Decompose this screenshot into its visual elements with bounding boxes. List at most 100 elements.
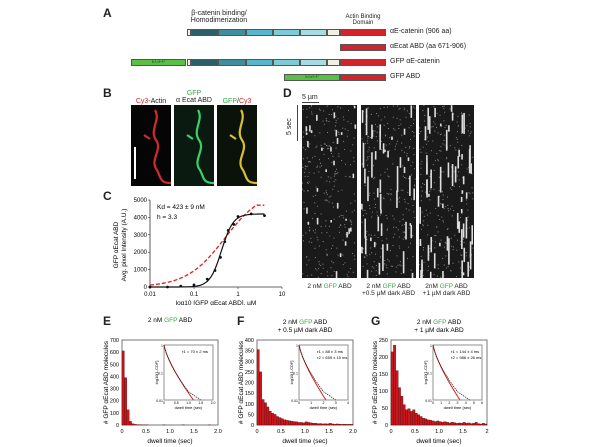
domain-seg3	[246, 59, 273, 66]
noise-dot	[443, 221, 445, 223]
noise-dot	[434, 130, 436, 132]
noise-dot	[420, 200, 422, 202]
noise-dot	[320, 273, 322, 275]
noise-dot	[408, 113, 410, 115]
noise-dot	[435, 207, 437, 209]
noise-dot	[411, 130, 413, 132]
caption-abd: ABD	[336, 283, 352, 290]
noise-dot	[449, 108, 451, 110]
noise-dot	[420, 255, 422, 257]
panel-label-c: C	[103, 189, 112, 203]
noise-dot	[374, 130, 376, 132]
binding-event-streak	[335, 129, 338, 137]
y-tick-label: 2000	[134, 250, 148, 256]
b-header-1: Cy3-Actin	[131, 98, 171, 105]
noise-dot	[414, 107, 416, 109]
noise-dot	[452, 262, 454, 264]
noise-dot	[428, 251, 430, 253]
noise-dot	[440, 203, 442, 205]
noise-dot	[380, 119, 382, 121]
noise-dot	[463, 241, 465, 243]
noise-dot	[424, 139, 426, 141]
inset-x-tick: 1.5	[198, 401, 203, 405]
y-tick-label: 600	[110, 350, 119, 356]
noise-dot	[445, 242, 447, 244]
noise-dot	[427, 269, 429, 271]
noise-dot	[457, 115, 459, 117]
noise-dot	[437, 231, 439, 233]
noise-dot	[362, 214, 364, 216]
binding-event-streak	[353, 105, 356, 109]
noise-dot	[455, 149, 457, 151]
noise-dot	[302, 166, 304, 168]
noise-dot	[320, 162, 322, 164]
panel-label-e: E	[103, 314, 112, 328]
noise-dot	[466, 168, 468, 170]
noise-dot	[402, 231, 404, 233]
noise-dot	[367, 135, 369, 137]
noise-dot	[350, 221, 352, 223]
binding-event-streak	[409, 223, 412, 226]
noise-dot	[406, 257, 408, 259]
noise-dot	[306, 165, 308, 167]
noise-dot	[399, 197, 401, 199]
noise-dot	[398, 125, 400, 127]
noise-dot	[344, 262, 346, 264]
noise-dot	[327, 145, 329, 147]
title-part: GFP	[299, 319, 312, 326]
binding-event-streak	[451, 112, 454, 121]
noise-dot	[326, 255, 328, 257]
kymograph-caption: 2 nM GFP ABD	[298, 283, 361, 290]
noise-dot	[326, 105, 328, 107]
noise-dot	[324, 199, 326, 201]
scale-bar-label: 5 µm	[302, 94, 318, 101]
noise-dot	[419, 264, 421, 266]
binding-event-streak	[462, 223, 465, 238]
noise-dot	[433, 188, 435, 190]
noise-dot	[366, 238, 368, 240]
noise-dot	[370, 234, 372, 236]
noise-dot	[405, 208, 407, 210]
binding-event-streak	[378, 262, 381, 275]
noise-dot	[444, 144, 446, 146]
noise-dot	[405, 177, 407, 179]
domain-abd	[340, 44, 386, 51]
noise-dot	[423, 183, 425, 185]
binding-event-streak	[446, 145, 448, 150]
noise-dot	[376, 131, 378, 133]
noise-dot	[392, 215, 394, 217]
noise-dot	[338, 155, 340, 157]
noise-dot	[437, 160, 439, 162]
noise-dot	[376, 140, 378, 142]
binding-event-streak	[471, 225, 474, 245]
noise-dot	[342, 116, 344, 118]
noise-dot	[373, 147, 375, 149]
inset-x-tick: 2	[323, 401, 325, 405]
noise-dot	[379, 108, 381, 110]
noise-dot	[451, 189, 453, 191]
noise-dot	[425, 143, 427, 145]
gfp-abd-image	[174, 105, 215, 186]
noise-dot	[443, 208, 445, 210]
x-axis-label: log10 [GFP αEcat ABD], µM	[176, 300, 257, 305]
noise-dot	[442, 220, 444, 222]
domain-seg4	[273, 59, 300, 66]
binding-event-streak	[465, 217, 468, 239]
noise-dot	[397, 229, 399, 231]
noise-dot	[449, 187, 451, 189]
noise-dot	[398, 108, 400, 110]
noise-dot	[466, 203, 468, 205]
caption-conc: 2 nM	[366, 283, 383, 290]
noise-dot	[314, 257, 316, 259]
panel-label-g: G	[371, 314, 381, 328]
noise-dot	[422, 224, 424, 226]
noise-dot	[442, 106, 444, 108]
inset-x-tick: 4	[347, 401, 349, 405]
noise-dot	[323, 110, 325, 112]
noise-dot	[419, 132, 421, 134]
noise-dot	[441, 171, 443, 173]
noise-dot	[308, 259, 310, 261]
noise-dot	[423, 215, 425, 217]
noise-dot	[329, 235, 331, 237]
noise-dot	[422, 146, 424, 148]
